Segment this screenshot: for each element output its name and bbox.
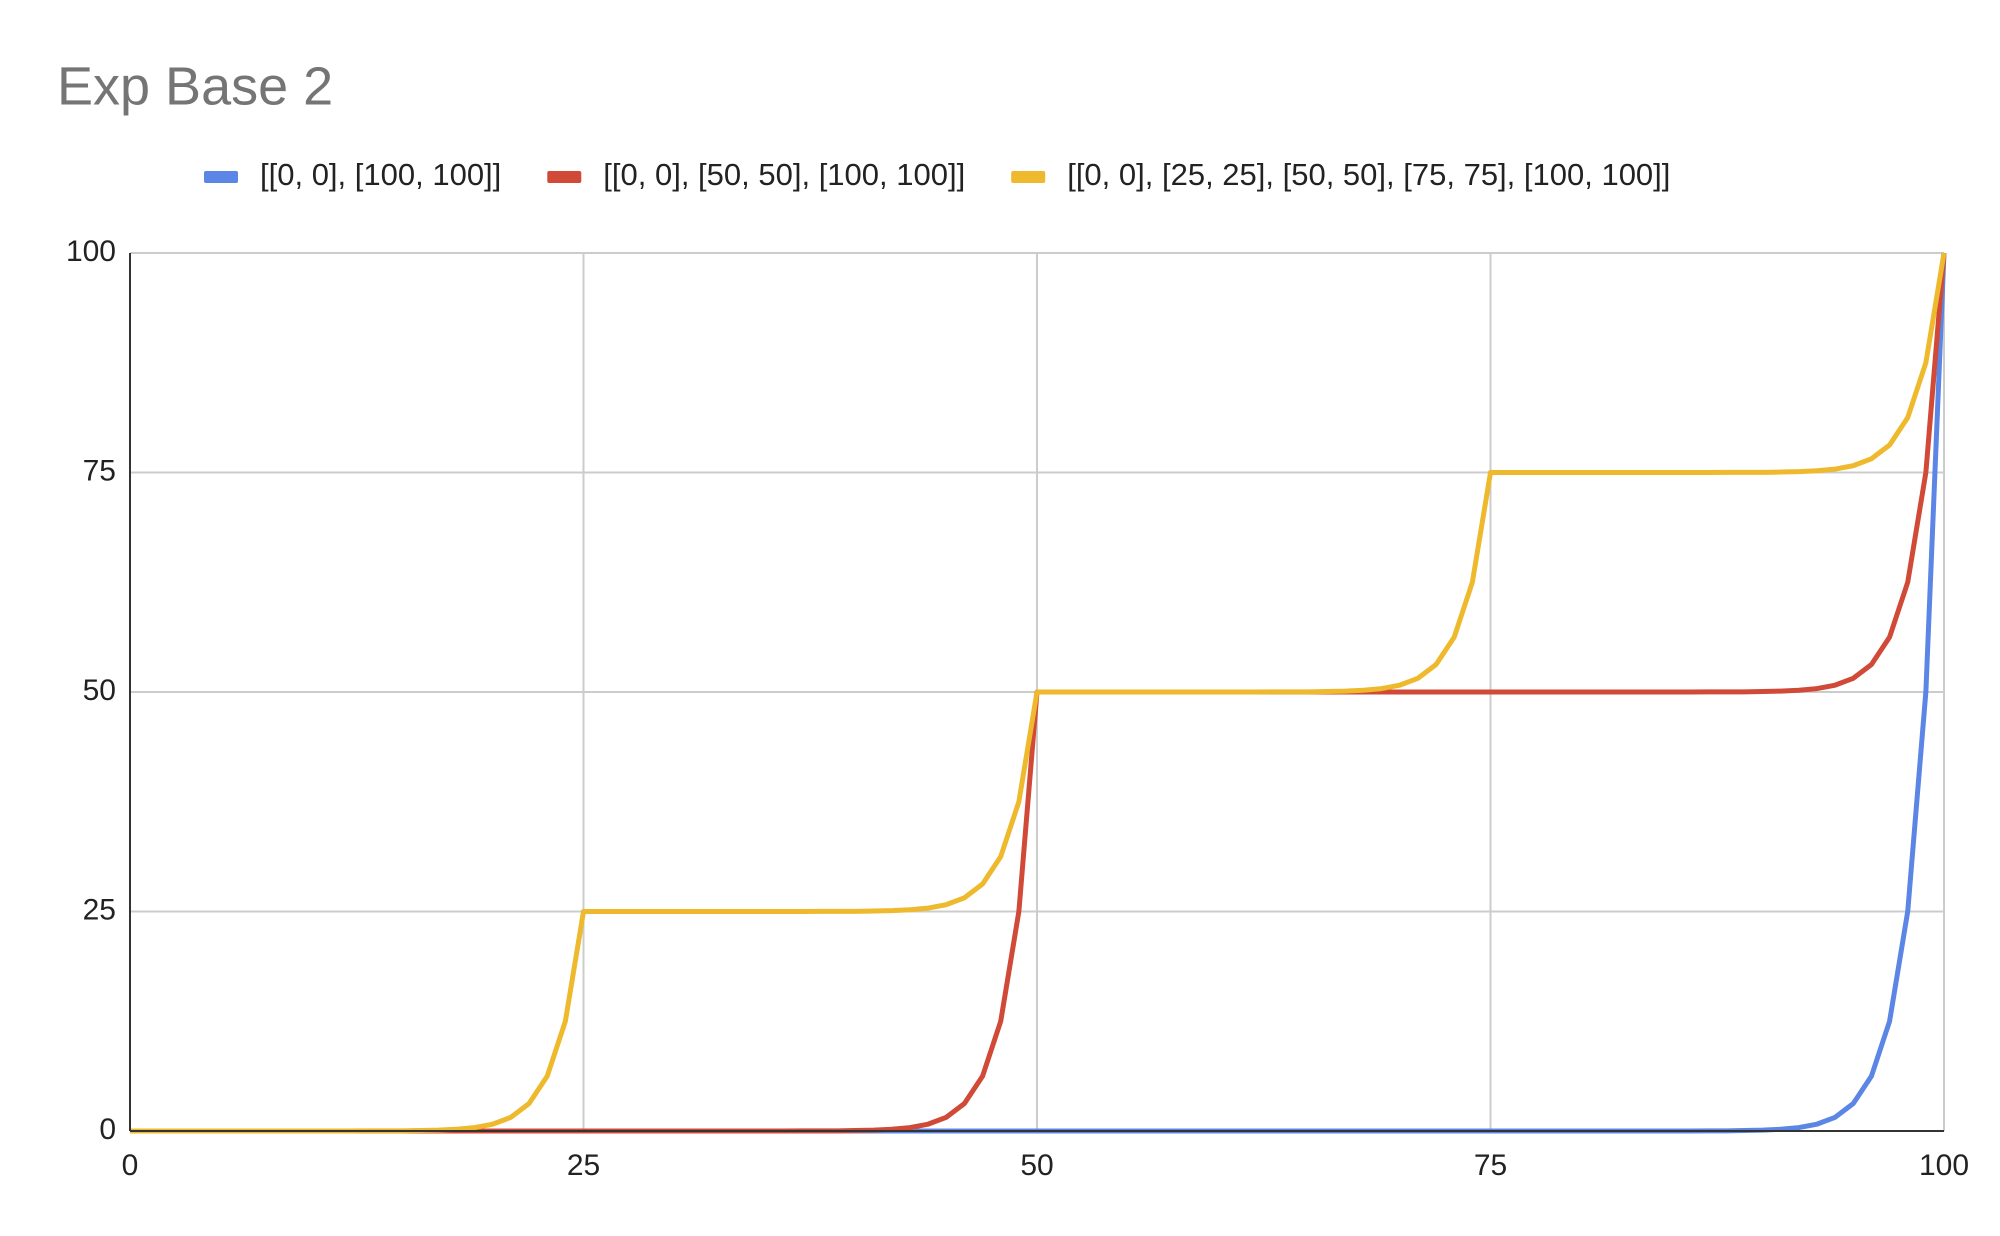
y-tick-label: 0 bbox=[99, 1113, 116, 1146]
legend-label: [[0, 0], [100, 100]] bbox=[260, 157, 501, 192]
legend-swatch bbox=[547, 171, 582, 183]
x-tick-label: 50 bbox=[1020, 1149, 1053, 1182]
legend-label: [[0, 0], [50, 50], [100, 100]] bbox=[603, 157, 965, 192]
legend: [[0, 0], [100, 100]] [[0, 0], [50, 50], [… bbox=[204, 157, 1670, 192]
y-tick-label: 75 bbox=[83, 454, 116, 487]
legend-swatch bbox=[204, 171, 238, 183]
axes: 0 25 50 75 100 0 25 50 75 100 bbox=[66, 235, 1969, 1182]
chart-title: Exp Base 2 bbox=[57, 56, 333, 116]
y-tick-label: 25 bbox=[83, 893, 116, 926]
x-tick-label: 75 bbox=[1474, 1149, 1507, 1182]
legend-swatch bbox=[1011, 171, 1046, 183]
x-tick-label: 25 bbox=[567, 1149, 600, 1182]
y-tick-label: 50 bbox=[83, 674, 116, 707]
legend-label: [[0, 0], [25, 25], [50, 50], [75, 75], [… bbox=[1067, 157, 1670, 192]
x-tick-label: 0 bbox=[122, 1149, 139, 1182]
x-tick-label: 100 bbox=[1919, 1149, 1969, 1182]
y-tick-label: 100 bbox=[66, 235, 116, 268]
